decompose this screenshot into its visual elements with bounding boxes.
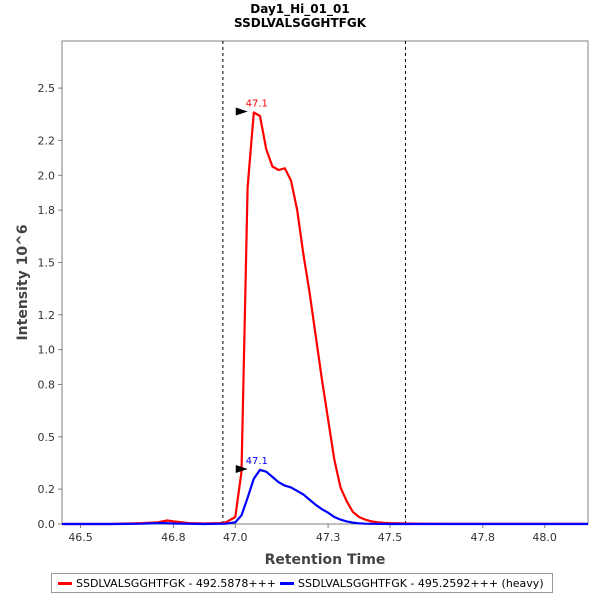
chart-legend: SSDLVALSGGHTFGK - 492.5878+++ SSDLVALSGG… bbox=[51, 573, 553, 593]
y-tick-label: 0.0 bbox=[38, 518, 56, 531]
x-tick-label: 47.8 bbox=[471, 531, 496, 544]
y-tick-label: 0.8 bbox=[38, 379, 56, 392]
chart-subtitle: SSDLVALSGGHTFGK bbox=[233, 16, 367, 30]
x-tick-label: 46.5 bbox=[68, 531, 93, 544]
y-tick-label: 1.0 bbox=[38, 344, 56, 357]
x-axis-label: Retention Time bbox=[265, 552, 386, 568]
peak-label: 47.1 bbox=[246, 456, 268, 467]
legend-label-heavy: SSDLVALSGGHTFGK - 495.2592+++ (heavy) bbox=[298, 576, 544, 590]
legend-label-light: SSDLVALSGGHTFGK - 492.5878+++ bbox=[76, 576, 277, 590]
legend-swatch-red bbox=[58, 581, 72, 585]
y-tick-label: 1.8 bbox=[38, 204, 56, 217]
x-tick-label: 47.0 bbox=[223, 531, 248, 544]
peak-marker bbox=[235, 107, 248, 116]
y-tick-label: 1.5 bbox=[38, 256, 56, 269]
x-tick-label: 47.3 bbox=[316, 531, 341, 544]
legend-swatch-blue bbox=[280, 581, 295, 585]
legend-item-heavy: SSDLVALSGGHTFGK - 495.2592+++ (heavy) bbox=[280, 577, 544, 590]
y-tick-label: 2.5 bbox=[38, 82, 56, 95]
y-tick-label: 0.2 bbox=[38, 483, 56, 496]
x-tick-label: 47.5 bbox=[378, 531, 403, 544]
peak-label: 47.1 bbox=[246, 98, 268, 109]
legend-item-light: SSDLVALSGGHTFGK - 492.5878+++ bbox=[58, 577, 276, 590]
x-tick-label: 48.0 bbox=[532, 531, 557, 544]
chart-title: Day1_Hi_01_01 bbox=[250, 2, 350, 16]
x-tick-label: 46.8 bbox=[161, 531, 186, 544]
y-tick-label: 2.2 bbox=[38, 134, 56, 147]
series-line-1 bbox=[62, 468, 588, 526]
plot-area bbox=[61, 40, 589, 525]
y-tick-label: 2.0 bbox=[38, 169, 56, 182]
y-tick-label: 0.5 bbox=[38, 431, 56, 444]
peak-marker bbox=[235, 464, 248, 473]
y-tick-label: 1.2 bbox=[38, 309, 56, 322]
y-axis-label: Intensity 10^6 bbox=[15, 224, 31, 340]
